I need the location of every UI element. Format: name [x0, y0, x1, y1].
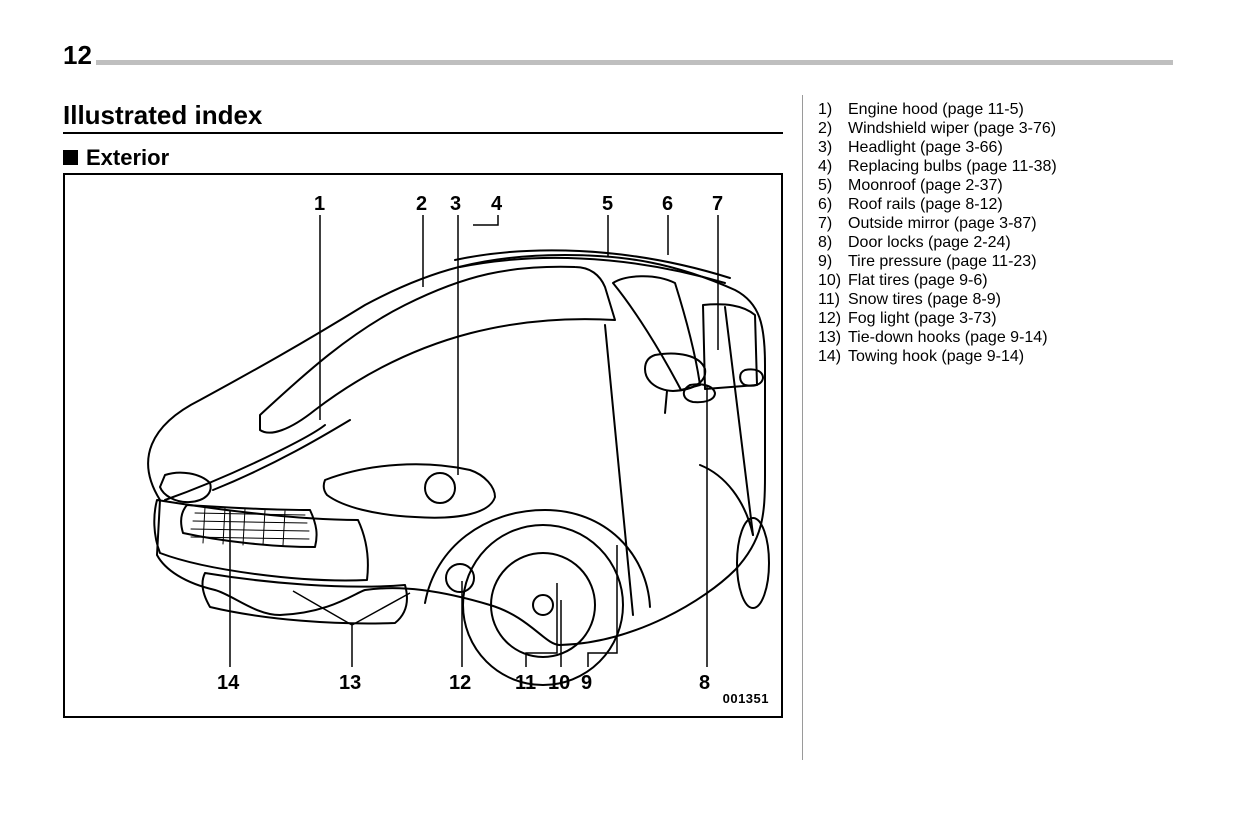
header-rule [63, 60, 1173, 65]
legend-text: Snow tires (page 8-9) [848, 291, 1001, 308]
legend-list: 1)Engine hood (page 11-5)2)Windshield wi… [818, 100, 1057, 366]
legend-text: Door locks (page 2-24) [848, 234, 1011, 251]
legend-text: Windshield wiper (page 3-76) [848, 120, 1056, 137]
legend-number: 7) [818, 214, 848, 233]
legend-text: Towing hook (page 9-14) [848, 348, 1024, 365]
legend-row: 9)Tire pressure (page 11-23) [818, 252, 1057, 271]
legend-row: 13)Tie-down hooks (page 9-14) [818, 328, 1057, 347]
legend-text: Tire pressure (page 11-23) [848, 253, 1037, 270]
legend-text: Flat tires (page 9-6) [848, 272, 988, 289]
column-separator [802, 95, 803, 760]
legend-number: 9) [818, 252, 848, 271]
legend-row: 12)Fog light (page 3-73) [818, 309, 1057, 328]
legend-number: 8) [818, 233, 848, 252]
legend-number: 10) [818, 271, 848, 290]
legend-number: 14) [818, 347, 848, 366]
section-title: Illustrated index [63, 100, 262, 131]
legend-row: 14)Towing hook (page 9-14) [818, 347, 1057, 366]
legend-number: 2) [818, 119, 848, 138]
legend-number: 3) [818, 138, 848, 157]
subsection-label: Exterior [86, 145, 169, 170]
legend-number: 4) [818, 157, 848, 176]
legend-row: 1)Engine hood (page 11-5) [818, 100, 1057, 119]
legend-row: 2)Windshield wiper (page 3-76) [818, 119, 1057, 138]
legend-row: 7)Outside mirror (page 3-87) [818, 214, 1057, 233]
legend-number: 12) [818, 309, 848, 328]
legend-row: 11)Snow tires (page 8-9) [818, 290, 1057, 309]
legend-number: 5) [818, 176, 848, 195]
legend-text: Fog light (page 3-73) [848, 310, 997, 327]
legend-text: Outside mirror (page 3-87) [848, 215, 1037, 232]
legend-text: Engine hood (page 11-5) [848, 101, 1024, 118]
legend-row: 4)Replacing bulbs (page 11-38) [818, 157, 1057, 176]
page-number: 12 [63, 40, 96, 75]
legend-text: Moonroof (page 2-37) [848, 177, 1003, 194]
legend-row: 6)Roof rails (page 8-12) [818, 195, 1057, 214]
legend-row: 3)Headlight (page 3-66) [818, 138, 1057, 157]
legend-row: 5)Moonroof (page 2-37) [818, 176, 1057, 195]
title-underline [63, 132, 783, 134]
legend-row: 8)Door locks (page 2-24) [818, 233, 1057, 252]
square-bullet-icon [63, 150, 78, 165]
legend-text: Tie-down hooks (page 9-14) [848, 329, 1048, 346]
legend-text: Headlight (page 3-66) [848, 139, 1003, 156]
subsection-title: Exterior [63, 145, 169, 171]
legend-number: 1) [818, 100, 848, 119]
legend-text: Roof rails (page 8-12) [848, 196, 1003, 213]
legend-number: 11) [818, 290, 848, 309]
leader-lines [65, 175, 781, 716]
legend-text: Replacing bulbs (page 11-38) [848, 158, 1057, 175]
legend-number: 13) [818, 328, 848, 347]
exterior-figure: 1234567141312111098 001351 [63, 173, 783, 718]
legend-number: 6) [818, 195, 848, 214]
legend-row: 10)Flat tires (page 9-6) [818, 271, 1057, 290]
